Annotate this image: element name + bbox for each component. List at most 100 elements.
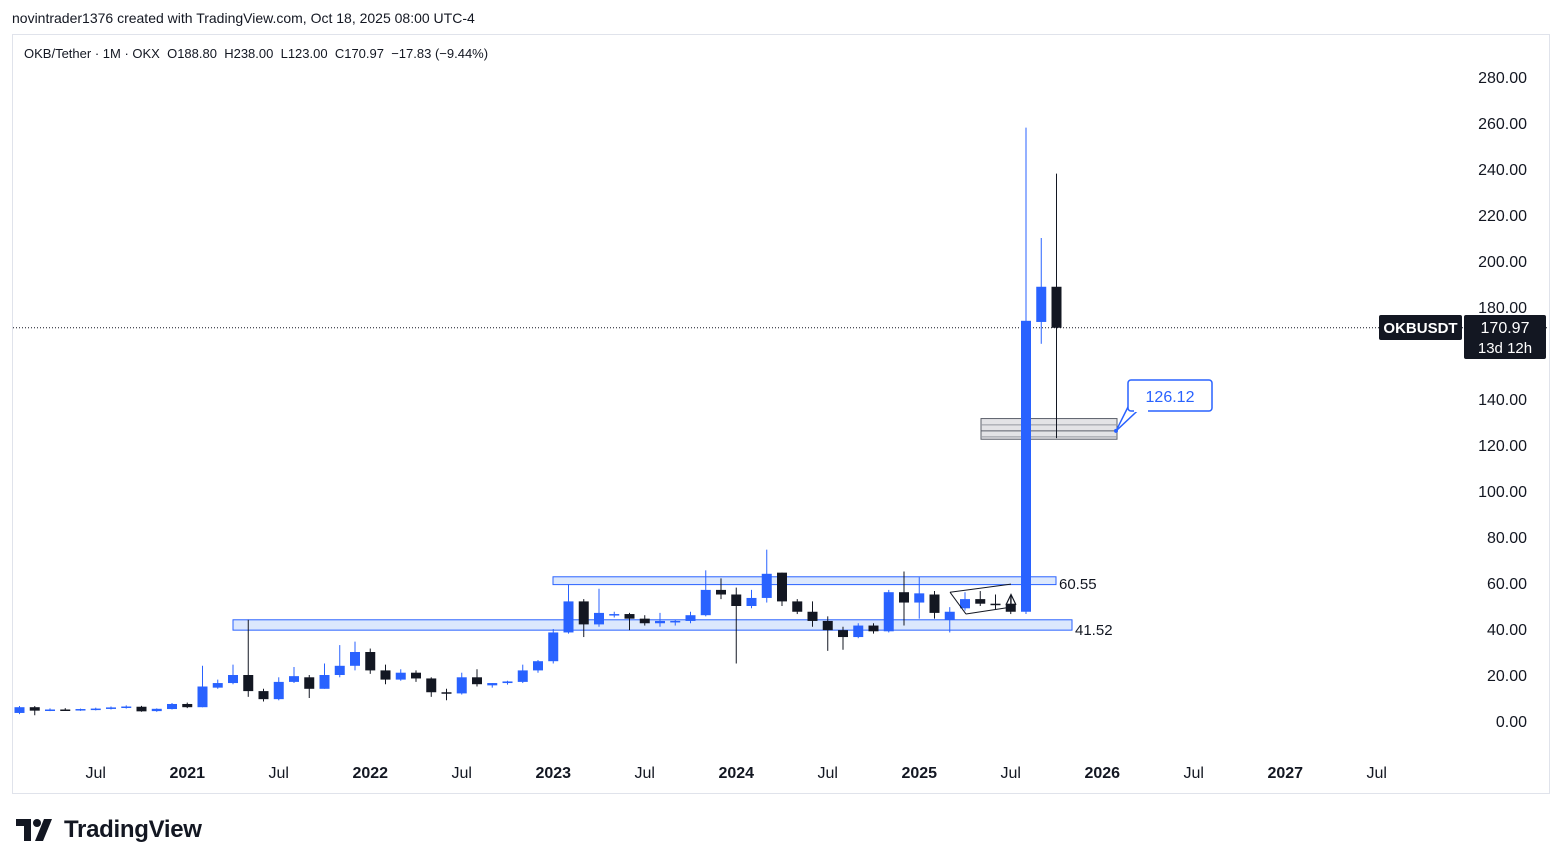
candle-body	[14, 707, 25, 713]
legend-interval: 1M	[102, 46, 121, 61]
candle	[29, 706, 40, 716]
candle	[456, 672, 467, 695]
price-tag-price: 170.97	[1481, 320, 1530, 337]
x-tick-label: 2025	[901, 765, 937, 782]
candle	[212, 679, 223, 689]
candle-body	[151, 708, 162, 712]
candle-body	[456, 677, 467, 694]
candle	[350, 641, 360, 671]
candle-body	[411, 672, 421, 679]
candle-body	[670, 620, 681, 623]
candle	[960, 592, 970, 611]
candle	[243, 619, 254, 697]
price-tag: OKBUSDT 170.97 13d 12h	[1379, 315, 1546, 359]
candle-body	[899, 592, 909, 603]
x-tick-label: 2027	[1267, 765, 1303, 782]
candle-body	[761, 573, 772, 598]
candle-body	[548, 632, 559, 662]
candle-body	[106, 707, 116, 709]
legend-high: H238.00	[224, 46, 274, 61]
candle-body	[944, 611, 955, 620]
candle	[411, 670, 421, 682]
gray-support-zone	[980, 418, 1118, 440]
candle	[395, 669, 406, 681]
y-tick-label: 100.00	[1478, 484, 1527, 501]
candle-body	[792, 601, 803, 612]
y-tick-label: 240.00	[1478, 162, 1527, 179]
candle	[868, 623, 879, 634]
y-tick-label: 120.00	[1478, 438, 1527, 455]
candle-body	[426, 678, 437, 693]
x-tick-label: Jul	[452, 765, 472, 782]
candle-body	[258, 691, 269, 700]
candle	[45, 708, 55, 712]
candle	[472, 669, 482, 687]
candle-body	[716, 589, 726, 595]
candle-body	[273, 681, 284, 700]
candle	[838, 626, 848, 650]
candle-body	[700, 589, 711, 616]
candle	[914, 577, 925, 619]
legend-symbol: OKB/Tether	[24, 46, 92, 61]
tradingview-brand[interactable]: TradingView	[16, 816, 202, 844]
candle	[929, 591, 940, 619]
candle-body	[304, 677, 315, 689]
y-tick-label: 200.00	[1478, 254, 1527, 271]
candle	[14, 706, 25, 715]
x-tick-label: Jul	[86, 765, 106, 782]
candle	[289, 666, 299, 684]
candle	[106, 706, 116, 710]
time-axis[interactable]: Jul 2021 Jul 2022 Jul 2023 Jul 2024 Jul 2025 Jul 20…	[86, 765, 1387, 782]
candle-body	[212, 683, 223, 688]
range-bottom-zone	[232, 619, 1073, 631]
candle	[319, 663, 330, 689]
candle-body	[777, 572, 787, 602]
x-tick-label: Jul	[1001, 765, 1021, 782]
candle-body	[167, 703, 177, 710]
candle-body	[365, 652, 376, 671]
price-axis[interactable]: 0.00 20.00 40.00 60.00 80.00 100.00 120.00 140.…	[1478, 70, 1527, 731]
candle	[990, 594, 1001, 610]
candle-body	[136, 706, 147, 712]
legend-low: L123.00	[280, 46, 328, 61]
x-tick-label: 2022	[352, 765, 388, 782]
symbol-legend[interactable]: OKB/Tether · 1M · OKX O188.80 H238.00 L1…	[24, 46, 489, 61]
candle-body	[380, 670, 391, 680]
candle-body	[228, 675, 238, 684]
x-tick-label: Jul	[635, 765, 655, 782]
candle-body	[807, 611, 818, 621]
candle-body	[487, 683, 498, 686]
candle-body	[563, 601, 574, 633]
candle	[502, 680, 513, 685]
candle	[182, 702, 193, 709]
candle	[121, 705, 132, 709]
candle	[700, 570, 711, 617]
candle	[578, 599, 589, 638]
candle	[609, 611, 620, 618]
candle	[151, 708, 162, 712]
chart-credit: novintrader1376 created with TradingView…	[12, 10, 475, 26]
candle	[746, 589, 757, 609]
candle	[594, 588, 604, 627]
candle-body	[45, 709, 55, 711]
candle-body	[838, 630, 848, 638]
candle-body	[75, 709, 86, 711]
x-tick-label: Jul	[1184, 765, 1204, 782]
candle	[304, 675, 315, 698]
y-tick-label: 80.00	[1487, 530, 1527, 547]
x-tick-label: Jul	[818, 765, 838, 782]
zones-layer	[232, 418, 1118, 631]
candle	[1051, 173, 1062, 439]
brand-name: TradingView	[64, 816, 202, 843]
y-tick-label: 260.00	[1478, 116, 1527, 133]
candle	[273, 677, 284, 701]
chart-frame	[12, 34, 1550, 794]
candle-body	[289, 676, 299, 682]
candle-body	[822, 620, 833, 631]
candle	[60, 708, 71, 711]
symbol-tag-bg	[1379, 315, 1462, 340]
candle-body	[182, 703, 193, 708]
candle	[1036, 238, 1047, 344]
candle	[517, 664, 528, 684]
